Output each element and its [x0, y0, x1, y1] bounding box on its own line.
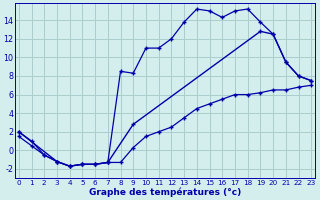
X-axis label: Graphe des températures (°c): Graphe des températures (°c) — [89, 187, 241, 197]
